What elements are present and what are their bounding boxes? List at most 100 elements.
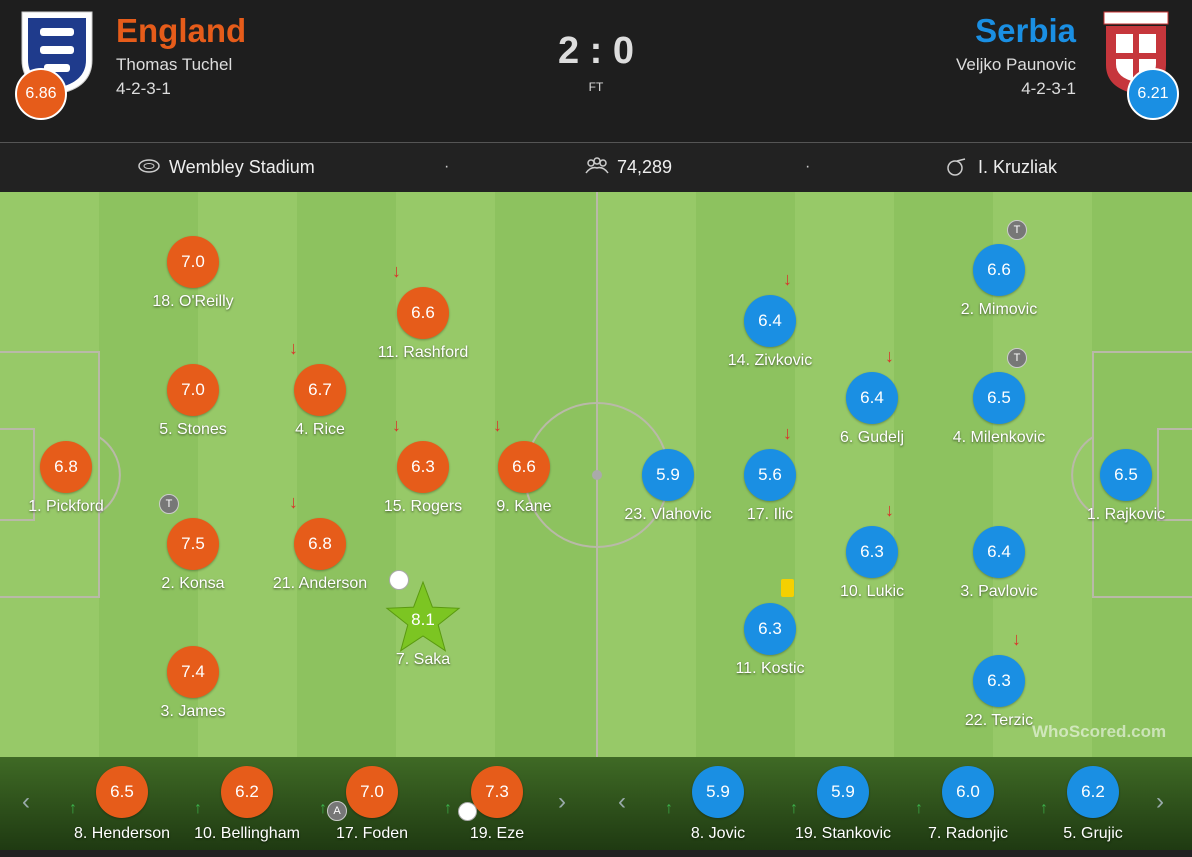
sub-off-icon: ↓	[392, 261, 401, 281]
player-name: 21. Anderson	[272, 575, 368, 592]
sub-name: 8. Henderson	[73, 825, 171, 842]
home-team: England	[116, 12, 247, 49]
player-badge: T	[1007, 220, 1027, 240]
player-rating: 6.7	[294, 364, 346, 416]
sub-on-icon: ↑	[319, 800, 327, 817]
stadium: Wembley Stadium	[169, 157, 315, 177]
sub-rating: 6.0	[942, 766, 994, 818]
player-rating: 6.6	[498, 441, 550, 493]
player-name: 23. Vlahovic	[624, 506, 712, 523]
player-name: 3. James	[160, 703, 226, 720]
player-name: 15. Rogers	[383, 498, 463, 515]
sub-off-icon: ↓	[885, 500, 894, 520]
home-coach: Thomas Tuchel	[116, 55, 233, 74]
prev-arrow[interactable]: ‹	[22, 788, 30, 815]
sub-badge: A	[327, 801, 347, 821]
player-name: 1. Rajkovic	[1086, 506, 1166, 523]
sub-on-icon: ↑	[790, 800, 798, 817]
separator: ·	[444, 158, 450, 175]
player-rating: 7.0	[167, 236, 219, 288]
sub-name: 5. Grujic	[1063, 825, 1123, 842]
home-formation: 4-2-3-1	[116, 79, 171, 98]
sub-rating: 5.9	[692, 766, 744, 818]
sub-name: 19. Eze	[469, 825, 525, 842]
score: 2 : 0	[557, 30, 635, 72]
player-rating: 5.9	[642, 449, 694, 501]
sub-rating: 6.5	[96, 766, 148, 818]
sub-off-icon: ↓	[783, 269, 792, 289]
attendance: 74,289	[617, 157, 673, 177]
player-rating: 6.8	[294, 518, 346, 570]
sub-rating: 5.9	[817, 766, 869, 818]
player-name: 1. Pickford	[28, 498, 104, 515]
player-rating: 6.8	[40, 441, 92, 493]
sub-rating: 7.0	[346, 766, 398, 818]
away-team: Serbia	[975, 12, 1076, 49]
away-formation: 4-2-3-1	[1021, 79, 1076, 98]
player-rating: 6.5	[1100, 449, 1152, 501]
sub-off-icon: ↓	[289, 492, 298, 512]
player-badge: T	[1007, 348, 1027, 368]
watermark: WhoScored.com	[1032, 722, 1167, 741]
sub-rating: 6.2	[1067, 766, 1119, 818]
player-name: 5. Stones	[159, 421, 227, 438]
sub-name: 10. Bellingham	[194, 825, 300, 842]
player-rating: 6.3	[744, 603, 796, 655]
prev-arrow[interactable]: ‹	[618, 788, 626, 815]
yellow-card	[781, 579, 794, 597]
sub-on-icon: ↑	[915, 800, 923, 817]
player-name: 18. O'Reilly	[152, 293, 234, 310]
goal-icon	[458, 802, 477, 821]
sub-rating: 6.2	[221, 766, 273, 818]
bench-bar	[0, 757, 1192, 850]
sub-off-icon: ↓	[885, 346, 894, 366]
sub-on-icon: ↑	[194, 800, 202, 817]
player-name: 17. Ilic	[746, 506, 794, 523]
referee: I. Kruzliak	[978, 157, 1058, 177]
player-name: 22. Terzic	[964, 712, 1034, 729]
player-rating: 6.3	[397, 441, 449, 493]
sub-off-icon: ↓	[1012, 629, 1021, 649]
attendance-icon	[585, 157, 609, 174]
sub-on-icon: ↑	[444, 800, 452, 817]
next-arrow[interactable]: ›	[558, 788, 566, 815]
player-rating: 6.3	[973, 655, 1025, 707]
player-rating: 7.4	[167, 646, 219, 698]
away-coach: Veljko Paunovic	[955, 55, 1076, 74]
player-name: 4. Rice	[295, 421, 345, 438]
man-of-match-star	[385, 580, 461, 652]
referee-icon	[947, 158, 966, 176]
separator: ·	[805, 158, 811, 175]
player-name: 10. Lukic	[839, 583, 905, 600]
sub-rating: 7.3	[471, 766, 523, 818]
player-name: 2. Konsa	[161, 575, 225, 592]
sub-off-icon: ↓	[392, 415, 401, 435]
footer-line	[0, 850, 1192, 857]
player-rating: 8.1	[411, 610, 435, 629]
player-rating: 6.3	[846, 526, 898, 578]
sub-off-icon: ↓	[783, 423, 792, 443]
stadium-icon	[138, 159, 160, 173]
player-name: 14. Zivkovic	[727, 352, 813, 369]
sub-name: 17. Foden	[335, 825, 409, 842]
player-badge: T	[159, 494, 179, 514]
player-name: 6. Gudelj	[839, 429, 905, 446]
sub-name: 19. Stankovic	[794, 825, 892, 842]
away-rating: 6.21	[1127, 68, 1179, 120]
player-name: 9. Kane	[496, 498, 552, 515]
sub-off-icon: ↓	[289, 338, 298, 358]
home-rating: 6.86	[15, 68, 67, 120]
player-rating: 6.5	[973, 372, 1025, 424]
player-name: 4. Milenkovic	[952, 429, 1046, 446]
player-name: 2. Mimovic	[960, 301, 1038, 318]
player-rating: 6.4	[846, 372, 898, 424]
player-name: 7. Saka	[395, 651, 451, 668]
next-arrow[interactable]: ›	[1156, 788, 1164, 815]
player-rating: 5.6	[744, 449, 796, 501]
player-name: 11. Kostic	[735, 660, 805, 677]
player-name: 3. Pavlovic	[960, 583, 1038, 600]
star-shape	[385, 580, 461, 652]
sub-on-icon: ↑	[69, 800, 77, 817]
player-rating: 7.5	[167, 518, 219, 570]
